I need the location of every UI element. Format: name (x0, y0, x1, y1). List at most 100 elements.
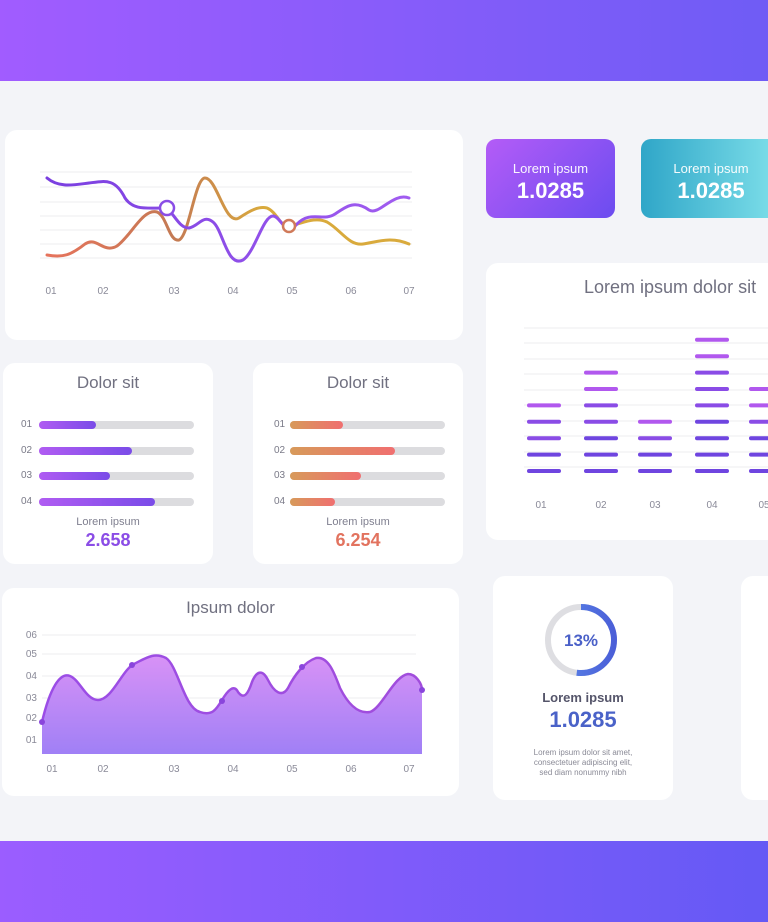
donut-chart: 13% (545, 604, 617, 676)
x-tick: 07 (403, 286, 415, 297)
bar-segment (749, 387, 768, 391)
donut-progress (545, 604, 617, 676)
progress-fill (39, 498, 156, 506)
bar-segment (749, 403, 768, 408)
progress-track (39, 447, 194, 455)
x-tick: 05 (286, 764, 298, 775)
kpi-value: 1.0285 (516, 178, 585, 203)
kpi-card-teal[interactable]: Lorem ipsum 1.0285 (641, 139, 768, 218)
x-tick: 04 (227, 286, 239, 297)
area-fill (42, 655, 422, 754)
x-tick: 03 (168, 286, 180, 297)
row-label: 03 (21, 470, 33, 481)
x-tick: 01 (46, 764, 58, 775)
area-point (419, 687, 425, 693)
row-label: 01 (274, 419, 286, 430)
bar-segment (584, 469, 618, 473)
card-caption: Lorem ipsum (76, 516, 140, 528)
progress-track (39, 421, 194, 429)
x-tick: 02 (97, 764, 109, 775)
area-y-axis: 06 05 04 03 02 01 (26, 630, 38, 746)
description-line: consectetuer adipiscing elit, (533, 758, 633, 767)
progress-card-orange: Dolor sit 01 02 03 04 Lorem ipsum 6.254 (253, 363, 463, 564)
bar-chart-card: Lorem ipsum dolor sit 01 02 03 04 05 (486, 263, 768, 540)
area-markers (39, 662, 425, 725)
card-caption: Lorem ipsum (326, 516, 390, 528)
x-tick: 05 (758, 500, 768, 511)
progress-fill (39, 472, 111, 480)
y-tick: 03 (26, 693, 38, 704)
progress-track (39, 498, 194, 506)
bar-segment (638, 419, 672, 424)
y-tick: 01 (26, 735, 38, 746)
row-label: 04 (21, 496, 33, 507)
bar-segment (695, 370, 729, 375)
kpi-label: Lorem ipsum (512, 161, 589, 176)
card-title: Ipsum dolor (186, 598, 275, 617)
x-tick: 01 (535, 500, 547, 511)
bar-segment (695, 452, 729, 457)
description-line: Lorem ipsum dolor sit amet, (533, 748, 633, 757)
y-tick: 05 (26, 649, 38, 660)
progress-fill (290, 421, 343, 429)
bar-segment (749, 436, 768, 441)
area-x-axis: 01 02 03 04 05 06 07 (46, 764, 415, 775)
bar-segment (527, 419, 561, 424)
partial-card-right (741, 576, 768, 800)
row-label: 01 (21, 419, 33, 430)
card-value: 6.254 (335, 530, 381, 550)
x-tick: 04 (227, 764, 239, 775)
bottom-banner (0, 841, 768, 922)
row-label: 04 (274, 496, 286, 507)
area-point (129, 662, 135, 668)
area-line (40, 654, 424, 723)
progress-fill (290, 447, 396, 455)
line-chart-card: 01 02 03 04 05 06 07 (5, 130, 463, 340)
bar-segment (584, 403, 618, 408)
bar-segment (584, 436, 618, 441)
top-banner (0, 0, 768, 81)
y-tick: 02 (26, 713, 38, 724)
bar-segment (527, 403, 561, 408)
donut-percent: 13% (564, 631, 598, 650)
card-title: Dolor sit (326, 373, 390, 392)
y-tick: 06 (26, 630, 38, 641)
area-chart: 06 05 04 03 02 01 01 02 03 04 05 06 07 (26, 630, 425, 775)
donut-label: Lorem ipsum (542, 690, 624, 705)
row-label: 02 (274, 445, 286, 456)
area-chart-card: Ipsum dolor 06 05 (2, 588, 459, 796)
area-point (39, 719, 45, 725)
line-chart-x-axis: 01 02 03 04 05 06 07 (45, 286, 415, 297)
progress-track (290, 498, 445, 506)
bar-segment (695, 387, 729, 391)
bar-chart: 01 02 03 04 05 (524, 327, 768, 511)
x-tick: 05 (286, 286, 298, 297)
progress-card-purple: Dolor sit 01 02 03 04 Lorem ipsum 2.658 (3, 363, 213, 564)
line-series-purple (45, 176, 411, 263)
kpi-card-purple[interactable]: Lorem ipsum 1.0285 (486, 139, 615, 218)
progress-fill (290, 472, 362, 480)
kpi-label: Lorem ipsum (673, 161, 749, 176)
x-tick: 07 (403, 764, 415, 775)
bar-segment (584, 452, 618, 457)
bar-segment (749, 419, 768, 424)
bar-segments (527, 337, 768, 473)
bar-segment (749, 469, 768, 473)
bar-segment (695, 419, 729, 424)
bar-segment (584, 370, 618, 375)
card-value: 2.658 (85, 530, 131, 550)
bar-segment (695, 469, 729, 473)
bar-segment (638, 469, 672, 473)
progress-fill (39, 447, 132, 455)
x-tick: 02 (97, 286, 109, 297)
bar-segment (695, 354, 729, 359)
donut-value: 1.0285 (549, 707, 617, 732)
row-label: 03 (274, 470, 286, 481)
bar-segment (527, 469, 561, 473)
donut-description: Lorem ipsum dolor sit amet, consectetuer… (493, 748, 673, 778)
progress-track (290, 421, 445, 429)
bar-segment (584, 419, 618, 424)
progress-track (290, 447, 445, 455)
x-tick: 04 (706, 500, 718, 511)
bar-segment (638, 452, 672, 457)
